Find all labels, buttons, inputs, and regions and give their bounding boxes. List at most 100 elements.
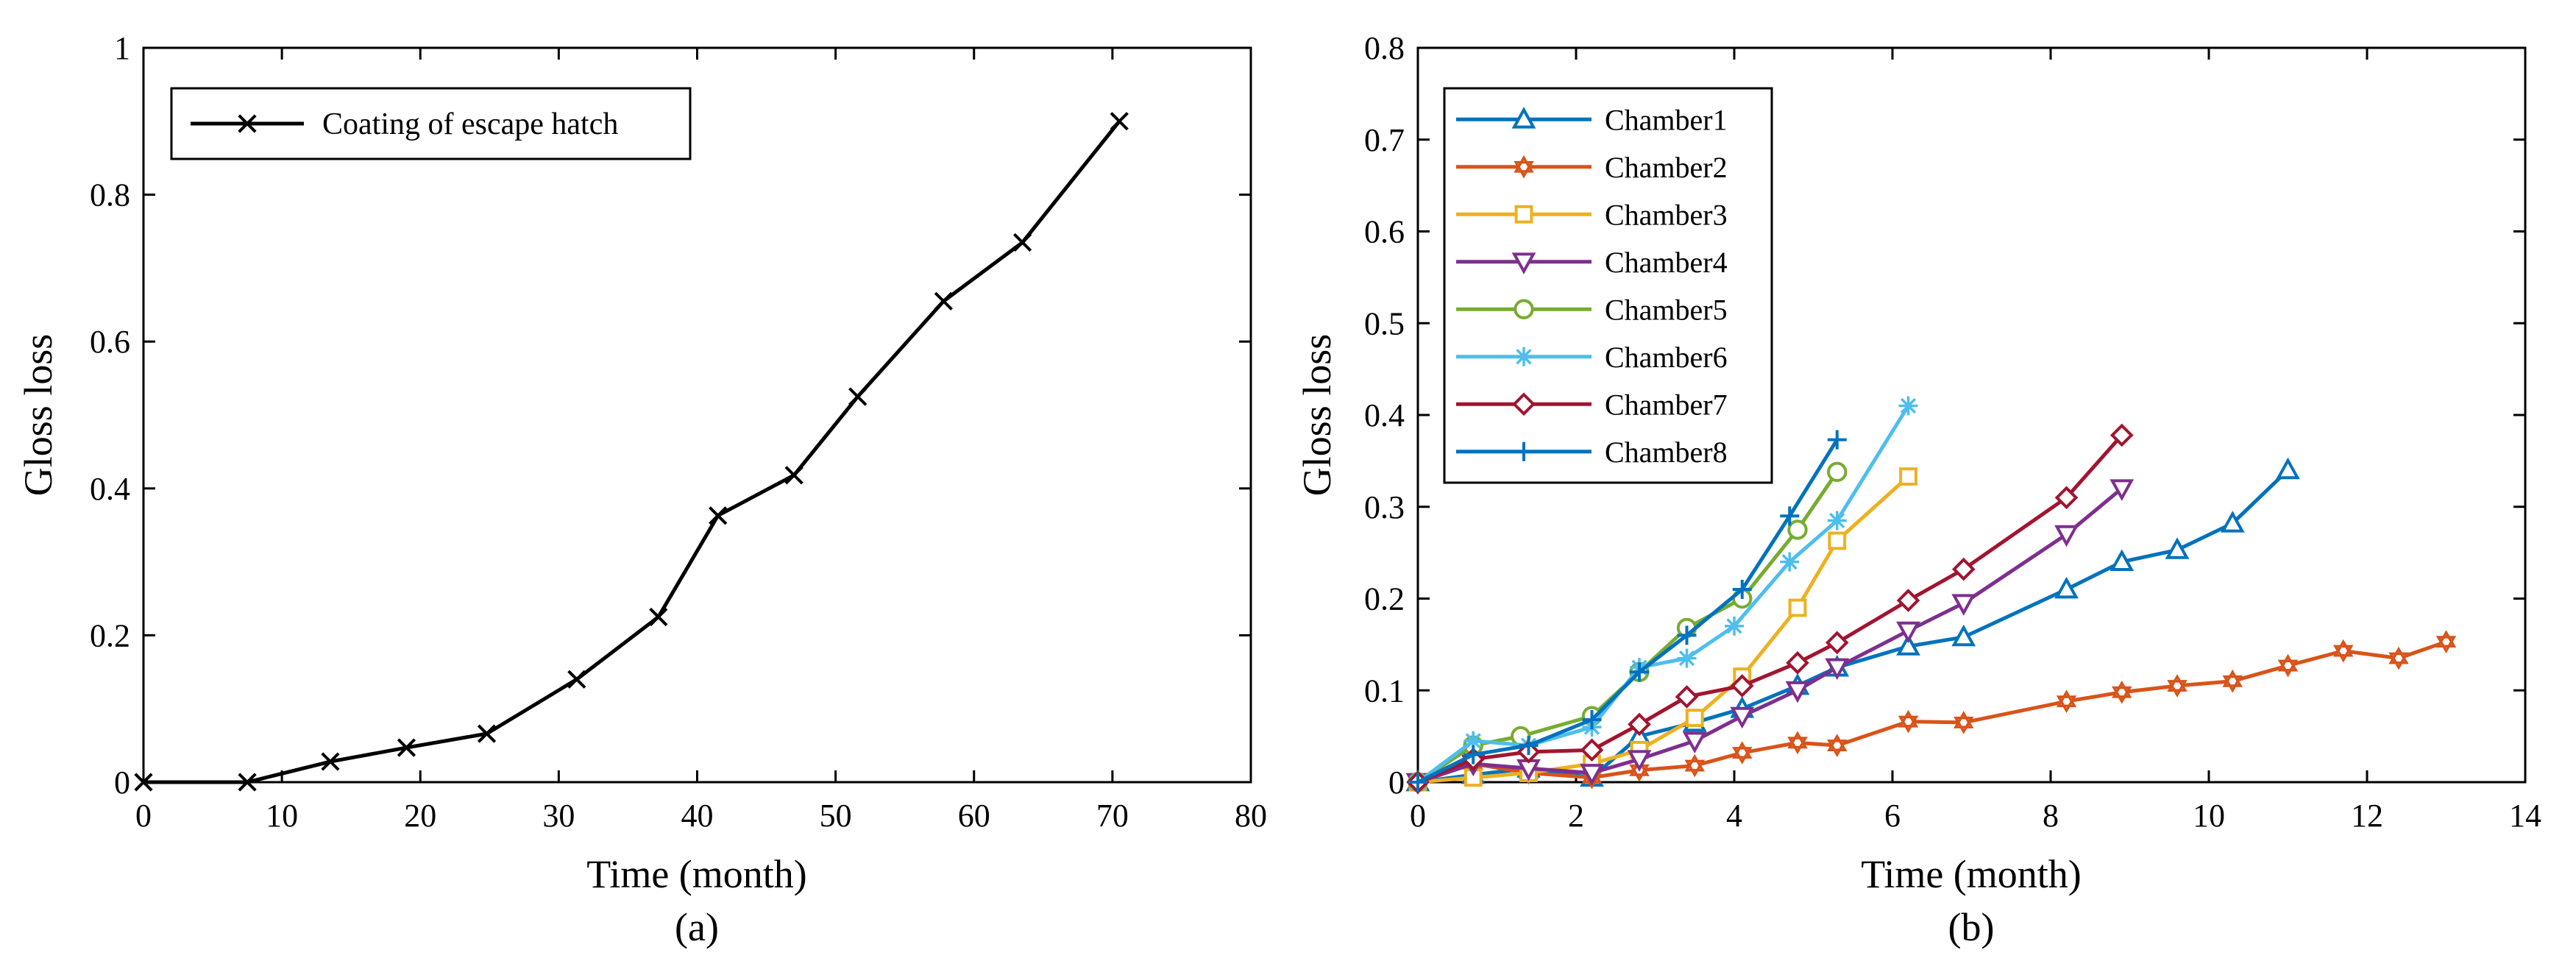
legend-marker — [1514, 299, 1534, 319]
legend-item: Chamber1 — [1456, 103, 1728, 136]
panel-label: (a) — [675, 905, 719, 949]
legend-label: Chamber2 — [1605, 151, 1728, 184]
data-point — [2112, 680, 2132, 704]
legend-box — [1443, 87, 1773, 484]
y-axis-title: Gloss loss — [1295, 334, 1339, 497]
data-point — [1627, 750, 1652, 772]
data-point — [1780, 552, 1800, 572]
data-point — [1580, 738, 1604, 762]
data-point — [1012, 233, 1032, 252]
data-point — [1780, 506, 1800, 526]
y-tick-label: 1 — [114, 30, 130, 66]
data-point — [2277, 653, 2299, 678]
data-point — [784, 466, 803, 485]
data-point — [1677, 648, 1697, 668]
data-point — [2276, 457, 2300, 480]
data-point — [1730, 674, 1754, 698]
x-tick-label: 40 — [681, 798, 714, 834]
x-axis-title: Time (month) — [1861, 852, 2082, 896]
series-line — [1417, 469, 2290, 784]
data-point — [2054, 576, 2079, 599]
series-layer — [1405, 396, 2457, 795]
data-point — [1896, 589, 1920, 612]
data-point — [709, 506, 728, 525]
data-point — [1675, 685, 1699, 709]
legend-item: Chamber6 — [1456, 341, 1728, 374]
series-line — [143, 120, 1121, 784]
data-point — [1898, 709, 1919, 734]
data-point — [238, 773, 257, 792]
y-tick-label: 0.8 — [90, 177, 130, 213]
legend-marker — [1512, 392, 1536, 416]
data-point — [2110, 423, 2134, 447]
legend-item: Chamber7 — [1456, 388, 1728, 421]
data-point — [2165, 537, 2190, 559]
data-point — [1951, 594, 1976, 616]
data-point — [1732, 580, 1752, 600]
x-tick-label: 0 — [1410, 798, 1426, 834]
data-point — [1788, 598, 1807, 617]
y-axis: 0 0.1 0.2 0.3 0.4 0.5 0.6 0.7 0.8 — [1364, 30, 2525, 801]
y-tick-label: 0.1 — [1364, 673, 1405, 709]
data-point — [397, 738, 416, 757]
data-point — [134, 773, 153, 792]
y-tick-label: 0 — [114, 765, 130, 801]
x-tick-label: 30 — [542, 798, 575, 834]
data-point — [321, 752, 340, 771]
y-tick-label: 0.2 — [90, 617, 130, 653]
x-tick-label: 50 — [820, 798, 852, 834]
x-tick-label: 0 — [135, 798, 152, 834]
data-point — [1825, 631, 1849, 655]
legend-label: Chamber3 — [1605, 198, 1728, 231]
data-point — [1827, 511, 1847, 531]
legend-marker — [1514, 155, 1534, 179]
data-point — [567, 670, 586, 689]
y-tick-label: 0.7 — [1364, 122, 1405, 158]
y-axis: 0 0.2 0.4 0.6 0.8 1 — [90, 30, 1251, 801]
legend-marker — [1514, 205, 1533, 224]
data-point — [1786, 650, 1809, 675]
legend-marker — [1511, 252, 1536, 274]
y-tick-label: 0.8 — [1364, 30, 1405, 66]
data-point — [477, 724, 497, 743]
data-point — [1896, 634, 1920, 656]
data-point — [1827, 430, 1847, 450]
data-point — [1951, 557, 1976, 581]
data-point — [1463, 745, 1483, 765]
data-point — [1787, 519, 1808, 540]
y-tick-label: 0.6 — [90, 324, 130, 360]
data-point — [2220, 511, 2245, 533]
chart-panel-a: 0 10 20 30 40 50 60 70 80 0 0.2 0.4 0.6 0.8 1 Coating… — [16, 30, 1267, 949]
x-axis: 0 10 20 30 40 50 60 70 80 — [135, 48, 1267, 834]
data-point — [2388, 646, 2409, 670]
legend-label: Chamber6 — [1605, 341, 1728, 374]
data-point — [2167, 674, 2188, 698]
data-point — [1896, 621, 1920, 644]
legend-label: Chamber5 — [1605, 293, 1728, 326]
y-axis-title: Gloss loss — [16, 334, 60, 497]
data-point — [934, 291, 953, 311]
series-layer — [134, 112, 1129, 792]
data-point — [2054, 486, 2079, 510]
data-point — [1682, 731, 1707, 753]
data-point — [1951, 624, 1976, 647]
x-tick-label: 60 — [958, 798, 990, 834]
legend-marker — [238, 114, 257, 133]
x-tick-label: 2 — [1568, 798, 1584, 834]
data-point — [1732, 741, 1753, 765]
data-point — [1954, 711, 1974, 734]
legend: Coating of escape hatch — [170, 87, 692, 160]
legend-marker — [1514, 441, 1533, 461]
chart-panel-b: 0 2 4 6 8 10 12 14 0 0.1 0.2 0.3 0.4 0.5 0.6 0.7 0.8 Ch… — [1295, 30, 2541, 949]
data-point — [2110, 549, 2135, 571]
data-point — [1785, 681, 1810, 703]
y-tick-label: 0.4 — [1364, 397, 1405, 433]
data-point — [1825, 658, 1850, 681]
data-point — [2435, 630, 2457, 653]
data-point — [2054, 525, 2079, 547]
legend-marker — [1511, 107, 1536, 129]
x-tick-label: 10 — [266, 798, 298, 834]
legend-item: Chamber4 — [1456, 246, 1728, 279]
legend-item: Chamber3 — [1456, 198, 1728, 231]
legend-label: Coating of escape hatch — [322, 107, 618, 141]
